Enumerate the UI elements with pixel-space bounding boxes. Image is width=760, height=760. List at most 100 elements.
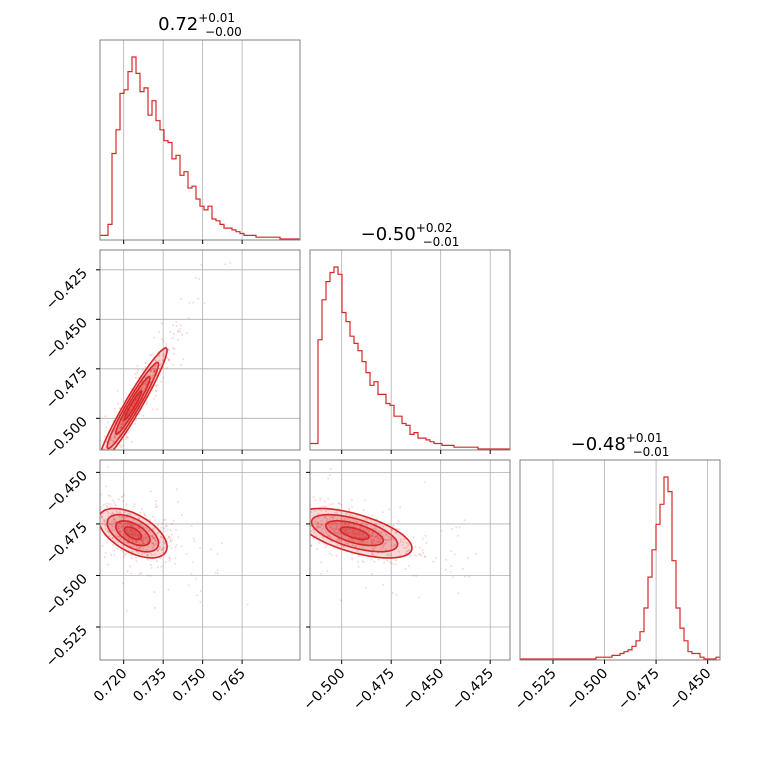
sample-point: [457, 592, 460, 595]
sample-point: [131, 529, 134, 532]
y-tick-label: −0.500: [43, 571, 91, 619]
sample-point: [344, 531, 347, 534]
sample-point: [161, 548, 164, 551]
sample-point: [121, 526, 123, 529]
sample-point: [153, 544, 156, 546]
sample-point: [381, 534, 384, 536]
sample-point: [314, 509, 316, 512]
sample-point: [131, 533, 134, 536]
sample-point: [365, 530, 368, 533]
y-tick-label: −0.525: [43, 623, 91, 671]
sample-point: [137, 546, 140, 549]
sample-point: [164, 530, 167, 533]
sample-point: [123, 517, 126, 520]
sample-point: [117, 525, 120, 528]
sample-point: [526, 553, 528, 555]
sample-point: [335, 554, 338, 557]
sample-point: [420, 554, 422, 557]
sample-point: [323, 543, 326, 545]
sample-point: [302, 536, 304, 538]
sample-point: [104, 503, 107, 505]
sample-point: [104, 527, 107, 530]
sample-point: [392, 538, 395, 541]
sample-point: [120, 422, 123, 425]
sample-point: [233, 505, 235, 507]
sample-point: [167, 348, 170, 351]
sample-point: [453, 553, 456, 556]
sample-point: [153, 365, 156, 368]
sample-point: [119, 530, 122, 533]
sample-point: [347, 524, 350, 527]
sample-point: [300, 522, 302, 524]
sample-point: [139, 388, 142, 391]
sample-point: [199, 590, 202, 592]
sample-point: [317, 516, 320, 519]
sample-point: [246, 603, 249, 606]
sample-point: [251, 500, 253, 502]
sample-point: [139, 511, 142, 514]
sample-point: [157, 524, 159, 527]
sample-point: [140, 386, 143, 389]
sample-point: [155, 540, 158, 543]
sample-point: [418, 596, 420, 599]
title-minus: −0.01: [423, 235, 460, 249]
sample-point: [105, 518, 108, 521]
sample-point: [122, 422, 125, 425]
sample-point: [158, 330, 161, 333]
sample-point: [131, 550, 134, 553]
sample-point: [122, 555, 125, 558]
sample-point: [617, 581, 619, 583]
sample-point: [130, 523, 133, 526]
sample-point: [154, 553, 156, 556]
sample-point: [161, 338, 164, 340]
sample-point: [151, 534, 154, 537]
sample-point: [312, 528, 315, 531]
sample-point: [139, 546, 142, 549]
sample-point: [168, 536, 171, 538]
sample-point: [374, 536, 377, 539]
sample-point: [297, 519, 299, 521]
sample-point: [69, 508, 71, 510]
sample-point: [150, 370, 153, 373]
sample-point: [146, 558, 149, 561]
sample-point: [397, 520, 400, 522]
sample-point: [156, 560, 159, 563]
sample-point: [180, 297, 182, 300]
sample-point: [360, 522, 363, 525]
sample-point: [120, 422, 123, 425]
sample-point: [118, 515, 121, 518]
sample-point: [289, 522, 291, 524]
sample-point: [111, 537, 114, 539]
sample-point: [112, 439, 115, 442]
sample-point: [399, 554, 402, 557]
sample-point: [118, 530, 121, 533]
sample-point: [141, 390, 144, 393]
sample-point: [105, 541, 108, 544]
sample-point: [121, 420, 124, 423]
sample-point: [123, 493, 126, 496]
sample-point: [121, 516, 124, 519]
sample-point: [231, 469, 233, 471]
sample-point: [381, 511, 384, 514]
sample-point: [154, 364, 157, 367]
sample-point: [372, 553, 375, 556]
sample-point: [415, 554, 418, 557]
sample-point: [136, 545, 139, 548]
sample-point: [292, 552, 294, 554]
sample-point: [112, 543, 115, 546]
sample-point: [418, 553, 420, 556]
sample-point: [181, 514, 183, 516]
sample-point: [122, 420, 125, 423]
sample-point: [154, 394, 157, 397]
sample-point: [151, 527, 154, 530]
sample-point: [375, 535, 378, 538]
sample-point: [133, 503, 136, 506]
sample-point: [81, 512, 83, 514]
sample-point: [113, 518, 115, 520]
sample-point: [355, 533, 358, 536]
sample-point: [382, 546, 385, 548]
sample-point: [394, 563, 397, 566]
sample-point: [149, 564, 152, 566]
sample-point: [129, 529, 132, 532]
sample-point: [304, 507, 306, 509]
